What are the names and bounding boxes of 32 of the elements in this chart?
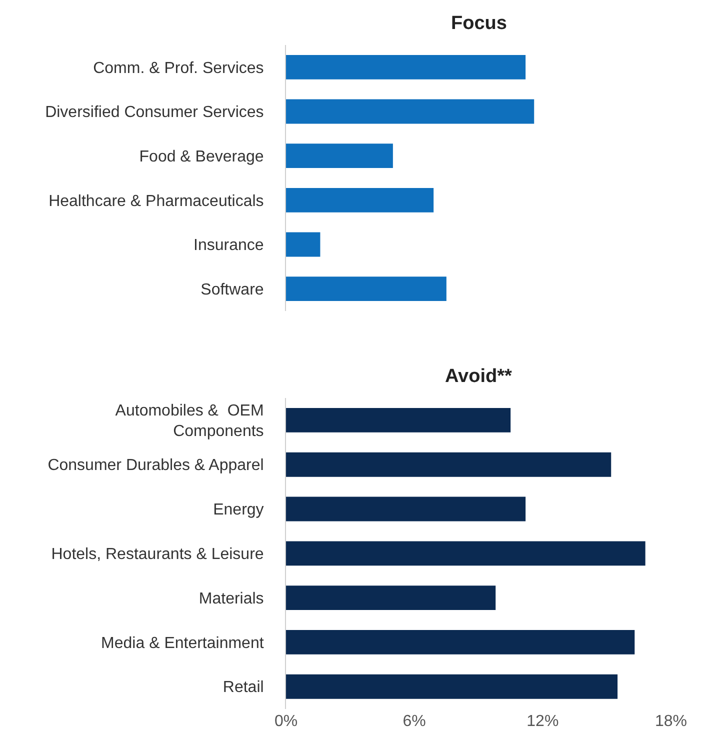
- chart-title: Avoid**: [445, 366, 512, 387]
- bar: [286, 541, 646, 566]
- y-tick-label: Consumer Durables & Apparel: [48, 457, 264, 474]
- bar: [286, 54, 526, 80]
- bar: [286, 452, 612, 477]
- bar: [286, 276, 446, 302]
- y-tick-label: Comm. & Prof. Services: [93, 60, 264, 77]
- bar: [286, 586, 496, 610]
- y-tick-label: Software: [200, 281, 264, 298]
- y-tick-label: Automobiles & OEM Components: [115, 402, 264, 440]
- bar: [286, 99, 534, 124]
- bar: [286, 144, 393, 168]
- y-tick-label: Media & Entertainment: [101, 634, 264, 652]
- x-tick-label: 18%: [654, 712, 688, 730]
- y-tick-label: Healthcare & Pharmaceuticals: [48, 192, 264, 210]
- bar: [286, 408, 511, 432]
- x-tick-label: 0%: [274, 712, 298, 730]
- bar: [286, 674, 618, 699]
- bar: [286, 630, 635, 654]
- y-tick-label: Energy: [213, 502, 264, 519]
- y-tick-label: Retail: [222, 679, 264, 696]
- y-tick-label: Diversified Consumer Services: [45, 104, 264, 122]
- bar: [286, 496, 526, 522]
- y-tick-label: Food & Beverage: [139, 148, 264, 166]
- x-tick-label: 12%: [526, 712, 559, 730]
- y-tick-label: Materials: [198, 590, 264, 608]
- chart-title: Focus: [451, 13, 507, 34]
- y-tick-label: Insurance: [194, 237, 264, 254]
- x-tick-label: 6%: [402, 712, 426, 730]
- bar: [286, 232, 320, 257]
- y-tick-label: Hotels, Restaurants & Leisure: [51, 546, 264, 564]
- bar: [286, 188, 434, 212]
